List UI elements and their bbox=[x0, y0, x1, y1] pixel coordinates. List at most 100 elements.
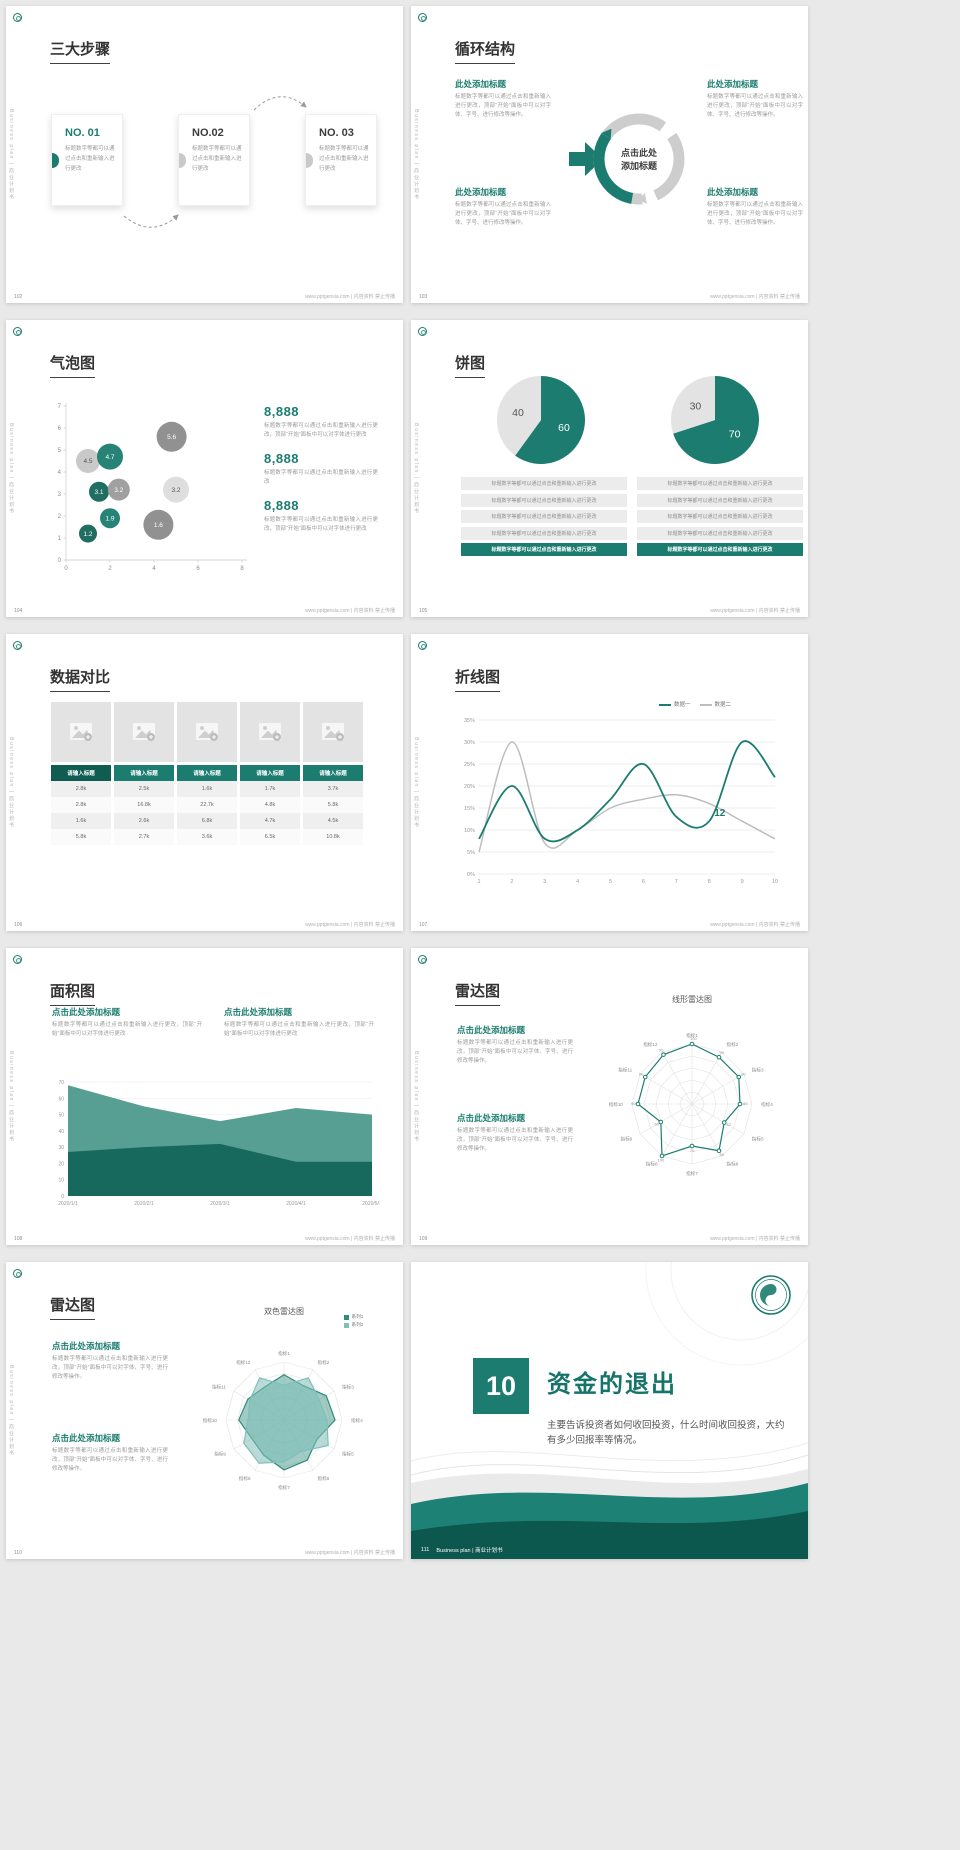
semicircle-accent-icon bbox=[52, 153, 59, 168]
stat-body: 标题数字等都可以通过点击和重新输入进行更改 bbox=[264, 470, 378, 486]
radar-dual-chart: 指标1 指标2 指标3 指标4 指标5 指标6 指标7 指标8 指标9 指标10 指标11 指标12 bbox=[203, 1350, 364, 1491]
svg-text:6: 6 bbox=[196, 566, 200, 572]
block-title: 此处添加标题 bbox=[455, 79, 507, 89]
svg-text:20: 20 bbox=[58, 1161, 64, 1167]
svg-text:5%: 5% bbox=[467, 850, 475, 856]
svg-text:1.6: 1.6 bbox=[154, 522, 163, 529]
svg-text:6: 6 bbox=[642, 879, 645, 885]
table-cell: 4.5k bbox=[303, 813, 363, 829]
caption-row-highlight: 标题数字等都可以通过点击和重新输入进行更改 bbox=[461, 543, 627, 556]
table-cell: 4.7k bbox=[240, 813, 300, 829]
pie-chart-left: 60 40 bbox=[497, 376, 585, 464]
svg-text:指标1: 指标1 bbox=[278, 1350, 290, 1357]
brand-vertical-text: Business plan | 商业计划书 bbox=[8, 1364, 14, 1457]
chart-subtitle: 双色雷达图 bbox=[264, 1307, 304, 1316]
svg-text:2020/4/1: 2020/4/1 bbox=[286, 1201, 306, 1207]
svg-text:95: 95 bbox=[659, 1047, 664, 1052]
slide-104[interactable]: Business plan | 商业计划书 气泡图 0 1 2 3 4 5 6 7 0 2 4 6 8 4… bbox=[6, 320, 403, 617]
svg-text:60: 60 bbox=[654, 1122, 659, 1127]
footer-site-text: www.pptgensia.com | 内容资料 禁止传播 bbox=[710, 922, 800, 928]
table-cell: 1.7k bbox=[240, 781, 300, 797]
slide-103[interactable]: Business plan | 商业计划书 循环结构 此处添加标题 标题数字等都… bbox=[411, 6, 808, 303]
brand-logo-icon bbox=[418, 955, 427, 964]
slide-108[interactable]: Business plan | 商业计划书 面积图 点击此处添加标题 标题数字等… bbox=[6, 948, 403, 1245]
image-placeholder bbox=[303, 702, 363, 762]
svg-text:2020/2/1: 2020/2/1 bbox=[134, 1201, 154, 1207]
radar-chart-legend: 系列1 系列2 bbox=[344, 1314, 363, 1330]
table-cell: 2.8k bbox=[51, 797, 111, 813]
svg-text:5.6: 5.6 bbox=[167, 434, 176, 441]
cycle-text-block: 此处添加标题 标题数字等都可以通过点击和重新输入进行更改，顶部“开始”面板中可以… bbox=[455, 186, 551, 228]
svg-text:4.5: 4.5 bbox=[83, 458, 92, 465]
chart-subtitle: 线形雷达图 bbox=[672, 995, 712, 1004]
image-placeholder bbox=[51, 702, 111, 762]
comparison-table: 请输入标题 请输入标题 请输入标题 请输入标题 请输入标题 2.8k 2.5k … bbox=[51, 765, 363, 845]
slide-106[interactable]: Business plan | 商业计划书 数据对比 bbox=[6, 634, 403, 931]
footer-site-text: www.pptgensia.com | 内容资料 禁止传播 bbox=[710, 294, 800, 300]
page-number: 102 bbox=[14, 293, 23, 300]
svg-text:60: 60 bbox=[558, 422, 570, 434]
page-title: 雷达图 bbox=[50, 1294, 96, 1321]
svg-text:62: 62 bbox=[727, 1122, 732, 1127]
semicircle-accent-icon bbox=[306, 153, 313, 168]
slide-107[interactable]: Business plan | 商业计划书 折线图 数据一 数据二 0% 5% 10… bbox=[411, 634, 808, 931]
svg-text:90: 90 bbox=[631, 1101, 636, 1106]
footer-site-text: www.pptgensia.com | 内容资料 禁止传播 bbox=[710, 1236, 800, 1242]
svg-text:1: 1 bbox=[58, 536, 62, 542]
legend-swatch-series1 bbox=[659, 703, 671, 706]
slide-110[interactable]: Business plan | 商业计划书 雷达图 点击此处添加标题 标题数字等… bbox=[6, 1262, 403, 1559]
line-chart-legend: 数据一 数据二 bbox=[659, 700, 731, 708]
brand-vertical-text: Business plan | 商业计划书 bbox=[8, 736, 14, 829]
slide-111[interactable]: 10 资金的退出 主要告诉投资者如何收回投资，什么时间收回投资，大约有多少回报率… bbox=[411, 1262, 808, 1559]
wave-decoration bbox=[411, 1442, 808, 1559]
block-body: 标题数字等都可以通过点击和重新输入进行更改，顶部“开始”面板中可以对字体进行更改 bbox=[52, 1022, 202, 1038]
table-cell: 2.5k bbox=[114, 781, 174, 797]
image-placeholder-icon bbox=[70, 723, 92, 741]
company-logo-icon bbox=[751, 1275, 791, 1315]
slide-105[interactable]: Business plan | 商业计划书 饼图 60 40 70 30 标题数字等… bbox=[411, 320, 808, 617]
svg-text:1.2: 1.2 bbox=[83, 531, 92, 538]
table-header: 请输入标题 bbox=[303, 765, 363, 781]
block-title: 点击此处添加标题 bbox=[52, 1433, 121, 1443]
svg-text:1.9: 1.9 bbox=[105, 515, 114, 522]
caption-row: 标题数字等都可以通过点击和重新输入进行更改 bbox=[461, 477, 627, 490]
pie-caption-list: 标题数字等都可以通过点击和重新输入进行更改 标题数字等都可以通过点击和重新输入进… bbox=[461, 477, 627, 560]
table-header: 请输入标题 bbox=[114, 765, 174, 781]
step-card-1: NO. 01 标题数字等都可以通过点击和重新输入进行更改 bbox=[51, 114, 123, 206]
svg-text:7: 7 bbox=[675, 879, 678, 885]
caption-row: 标题数字等都可以通过点击和重新输入进行更改 bbox=[637, 493, 803, 507]
image-placeholder-icon bbox=[322, 723, 344, 741]
block-title: 此处添加标题 bbox=[455, 187, 507, 197]
svg-text:指标9: 指标9 bbox=[620, 1135, 632, 1142]
svg-text:指标6: 指标6 bbox=[318, 1475, 330, 1482]
block-body: 标题数字等都可以通过点击和重新输入进行更改，顶部“开始”面板中可以对字体、字号、… bbox=[457, 1128, 573, 1153]
block-body: 标题数字等都可以通过点击和重新输入进行更改，顶部“开始”面板中可以对字体、字号、… bbox=[707, 202, 803, 227]
svg-text:2: 2 bbox=[58, 514, 62, 520]
block-title: 此处添加标题 bbox=[707, 79, 759, 89]
svg-text:60: 60 bbox=[58, 1096, 64, 1102]
image-placeholder bbox=[177, 702, 237, 762]
slide-109[interactable]: Business plan | 商业计划书 雷达图 点击此处添加标题 标题数字等… bbox=[411, 948, 808, 1245]
area-chart: 0 10 20 30 40 50 60 70 2020/1/1 2020/2/1 2020/3/1 2… bbox=[58, 1080, 380, 1207]
svg-text:2020/1/1: 2020/1/1 bbox=[58, 1201, 78, 1207]
image-placeholder-row bbox=[51, 702, 363, 762]
svg-text:80: 80 bbox=[743, 1101, 748, 1106]
comparison-section: 请输入标题 请输入标题 请输入标题 请输入标题 请输入标题 2.8k 2.5k … bbox=[51, 702, 363, 845]
table-cell: 1.6k bbox=[51, 813, 111, 829]
brand-logo-icon bbox=[418, 13, 427, 22]
brand-vertical-text: Business plan | 商业计划书 bbox=[8, 1050, 14, 1143]
svg-text:90: 90 bbox=[720, 1152, 725, 1157]
svg-text:2020/3/1: 2020/3/1 bbox=[210, 1201, 230, 1207]
page-title: 饼图 bbox=[455, 352, 486, 379]
svg-text:指标9: 指标9 bbox=[214, 1450, 226, 1457]
svg-text:4.7: 4.7 bbox=[105, 454, 114, 461]
svg-text:指标6: 指标6 bbox=[727, 1161, 739, 1168]
footer-site-text: www.pptgensia.com | 内容资料 禁止传播 bbox=[305, 1236, 395, 1242]
svg-text:40: 40 bbox=[512, 407, 524, 419]
step-body: 标题数字等都可以通过点击和重新输入进行更改 bbox=[319, 146, 369, 172]
slide-102[interactable]: Business plan | 商业计划书 三大步骤 NO. 01 标题数字等都… bbox=[6, 6, 403, 303]
caption-row: 标题数字等都可以通过点击和重新输入进行更改 bbox=[461, 526, 627, 540]
block-title: 此处添加标题 bbox=[707, 187, 759, 197]
table-cell: 16.8k bbox=[114, 797, 174, 813]
decorative-arcs bbox=[645, 1262, 808, 1366]
